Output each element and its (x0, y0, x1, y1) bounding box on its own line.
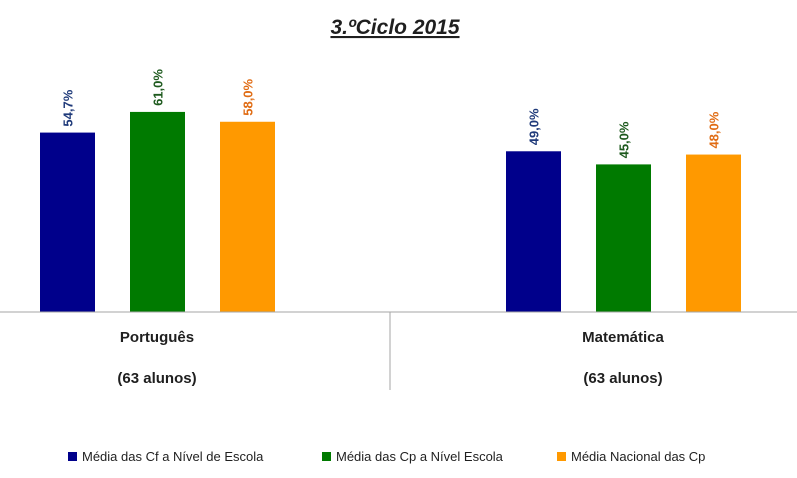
category-sublabel-portugues: (63 alunos) (117, 370, 196, 387)
bar-matematica-cp-nacional (686, 154, 741, 312)
legend-label-cp-escola: Média das Cp a Nível Escola (336, 449, 504, 464)
value-label-portugues-cp-escola: 61,0% (151, 69, 166, 106)
bars-layer (40, 111, 741, 312)
value-label-matematica-cf-escola: 49,0% (527, 108, 542, 145)
legend-swatch-cp-nacional (557, 452, 566, 461)
chart-title: 3.ºCiclo 2015 (330, 16, 459, 39)
legend-label-cp-nacional: Média Nacional das Cp (571, 449, 705, 464)
bar-matematica-cp-escola (596, 164, 651, 312)
value-label-portugues-cp-nacional: 58,0% (241, 78, 256, 115)
category-sublabel-matematica: (63 alunos) (583, 370, 662, 387)
bar-portugues-cf-escola (40, 132, 95, 312)
legend-label-cf-escola: Média das Cf a Nível de Escola (82, 449, 264, 464)
category-label-portugues: Português (120, 329, 194, 346)
legend-swatch-cp-escola (322, 452, 331, 461)
bar-portugues-cp-escola (130, 111, 185, 312)
legend-swatch-cf-escola (68, 452, 77, 461)
legend: Média das Cf a Nível de Escola Média das… (68, 449, 705, 464)
value-label-matematica-cp-nacional: 48,0% (707, 111, 722, 148)
value-label-portugues-cf-escola: 54,7% (61, 89, 76, 126)
category-label-matematica: Matemática (582, 329, 664, 346)
bar-portugues-cp-nacional (220, 121, 275, 312)
bar-matematica-cf-escola (506, 151, 561, 312)
value-label-matematica-cp-escola: 45,0% (617, 121, 632, 158)
value-labels-layer: 54,7% 61,0% 58,0% 49,0% 45,0% 48,0% (61, 69, 722, 159)
